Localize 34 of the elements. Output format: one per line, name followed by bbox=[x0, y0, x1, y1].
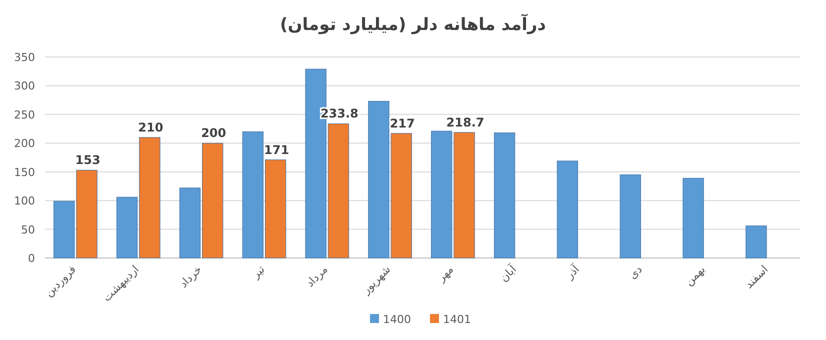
bar bbox=[682, 178, 704, 258]
y-tick-label: 250 bbox=[14, 108, 35, 122]
x-tick-label: خرداد bbox=[177, 262, 204, 290]
chart-title: درآمد ماهانه دلر (میلیارد تومان) bbox=[280, 13, 546, 35]
x-tick-label: آبان bbox=[496, 262, 520, 285]
x-tick-label: اردیبهشت bbox=[100, 262, 142, 304]
data-label: 200 bbox=[201, 126, 226, 140]
y-tick-label: 100 bbox=[14, 194, 35, 208]
y-tick-label: 150 bbox=[14, 166, 35, 179]
data-label: 210 bbox=[138, 120, 164, 134]
data-label: 153 bbox=[75, 153, 100, 168]
y-tick-label: 350 bbox=[14, 51, 35, 64]
y-tick-label: 0 bbox=[28, 252, 35, 265]
bar bbox=[556, 160, 578, 258]
data-label: 218.7 bbox=[446, 115, 484, 130]
x-tick-label: آذر bbox=[562, 262, 583, 282]
x-tick-label: دی bbox=[626, 262, 645, 282]
legend-label: 1401 bbox=[443, 313, 471, 326]
bar bbox=[494, 132, 516, 258]
x-tick-label: اسفند bbox=[742, 262, 771, 292]
data-label: 217 bbox=[390, 116, 415, 130]
x-tick-label: تیر bbox=[248, 262, 268, 282]
x-tick-label: مرداد bbox=[304, 262, 330, 290]
x-tick-label: شهریور bbox=[358, 262, 394, 298]
data-label: 171 bbox=[264, 142, 290, 157]
bar bbox=[620, 174, 641, 258]
x-tick-label: فروردین bbox=[42, 262, 79, 300]
legend-label: 1400 bbox=[383, 313, 411, 326]
x-tick-label: مهر bbox=[434, 262, 456, 285]
x-tick-label: بهمن bbox=[682, 262, 708, 288]
y-tick-label: 50 bbox=[21, 223, 35, 236]
y-tick-label: 300 bbox=[14, 80, 35, 93]
y-tick-label: 200 bbox=[14, 137, 35, 150]
bar bbox=[746, 226, 767, 258]
